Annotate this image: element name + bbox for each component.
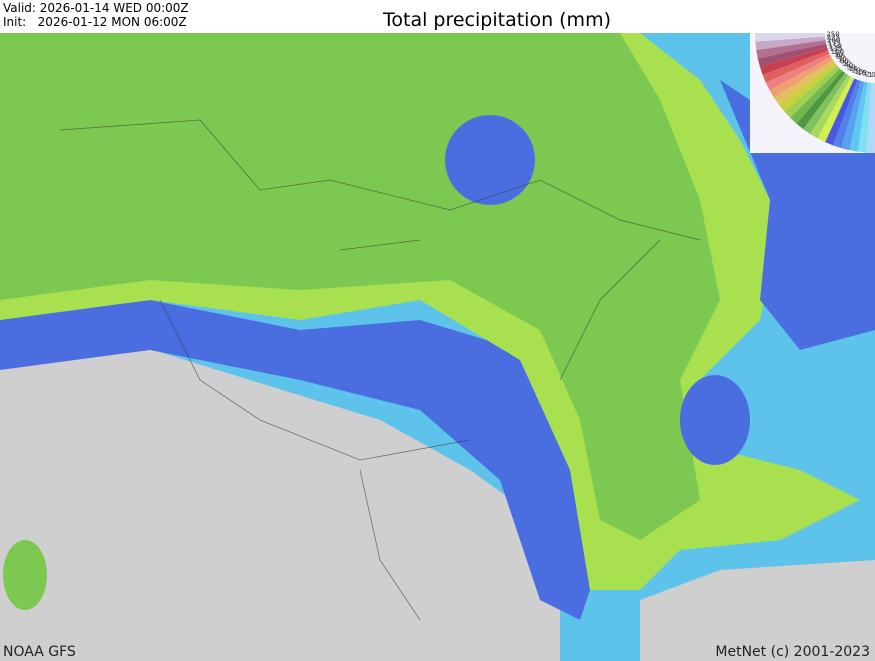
legend-label: 0 bbox=[871, 71, 875, 79]
legend-label: 70 bbox=[838, 55, 847, 63]
legend-label: 5 bbox=[862, 70, 866, 78]
legend-swatch bbox=[825, 78, 858, 146]
init-time: Init: 2026-01-12 MON 06:00Z bbox=[3, 15, 187, 29]
precip-hole bbox=[445, 115, 535, 205]
legend-swatch bbox=[755, 33, 826, 42]
legend-label: 25 bbox=[849, 65, 858, 73]
legend-label: 40 bbox=[844, 62, 853, 70]
legend-swatch bbox=[849, 81, 868, 152]
legend-label: 225 bbox=[827, 33, 840, 41]
legend-swatch bbox=[866, 82, 875, 153]
source-label: NOAA GFS bbox=[3, 644, 76, 660]
legend-swatch bbox=[765, 53, 832, 91]
legend: 2502252001751501251009080706050403025201… bbox=[750, 30, 875, 153]
legend-label: 30 bbox=[847, 63, 856, 71]
legend-swatch bbox=[778, 62, 838, 112]
legend-swatch bbox=[841, 80, 865, 151]
legend-swatch bbox=[784, 65, 840, 118]
legend-swatch bbox=[810, 75, 852, 139]
legend-swatch bbox=[796, 70, 846, 130]
legend-label: 1 bbox=[868, 71, 872, 79]
legend-label: 50 bbox=[842, 60, 851, 68]
legend-label: 100 bbox=[831, 48, 844, 56]
legend-label: 2 bbox=[865, 70, 869, 78]
legend-label: 15 bbox=[854, 68, 863, 76]
legend-swatch bbox=[755, 36, 826, 51]
legend-label: 60 bbox=[840, 58, 849, 66]
precip-band bbox=[0, 300, 600, 620]
legend-swatch bbox=[762, 50, 830, 83]
legend-swatch bbox=[774, 60, 835, 105]
legend-label: 200 bbox=[827, 36, 840, 44]
header-bar bbox=[0, 0, 875, 33]
legend-label: 90 bbox=[834, 50, 843, 58]
precip-hole bbox=[680, 375, 750, 465]
legend-label: 10 bbox=[857, 69, 866, 77]
dry-land bbox=[640, 560, 875, 661]
legend-swatch bbox=[790, 68, 843, 124]
legend-label: 150 bbox=[828, 42, 841, 50]
legend-swatch bbox=[769, 56, 833, 98]
legend-label: 125 bbox=[830, 45, 843, 53]
legend-swatch bbox=[756, 40, 827, 59]
valid-time: Valid: 2026-01-14 WED 00:00Z bbox=[3, 1, 189, 15]
border-lines bbox=[59, 119, 701, 621]
credit-label: MetNet (c) 2001-2023 bbox=[715, 644, 870, 660]
legend-label: 20 bbox=[852, 67, 861, 75]
map-title: Total precipitation (mm) bbox=[382, 9, 611, 31]
legend-swatch bbox=[833, 79, 861, 149]
legend-swatch bbox=[817, 76, 855, 143]
legend-swatch bbox=[757, 43, 828, 67]
legend-swatch bbox=[857, 82, 872, 153]
legend-swatch bbox=[803, 73, 848, 134]
legend-label: 175 bbox=[828, 39, 841, 47]
legend-swatch bbox=[759, 47, 829, 75]
legend-label: 250 bbox=[826, 30, 839, 38]
precip-area bbox=[3, 540, 47, 610]
legend-label: 80 bbox=[836, 53, 845, 61]
precip-area bbox=[0, 33, 720, 540]
dry-land bbox=[0, 340, 560, 661]
